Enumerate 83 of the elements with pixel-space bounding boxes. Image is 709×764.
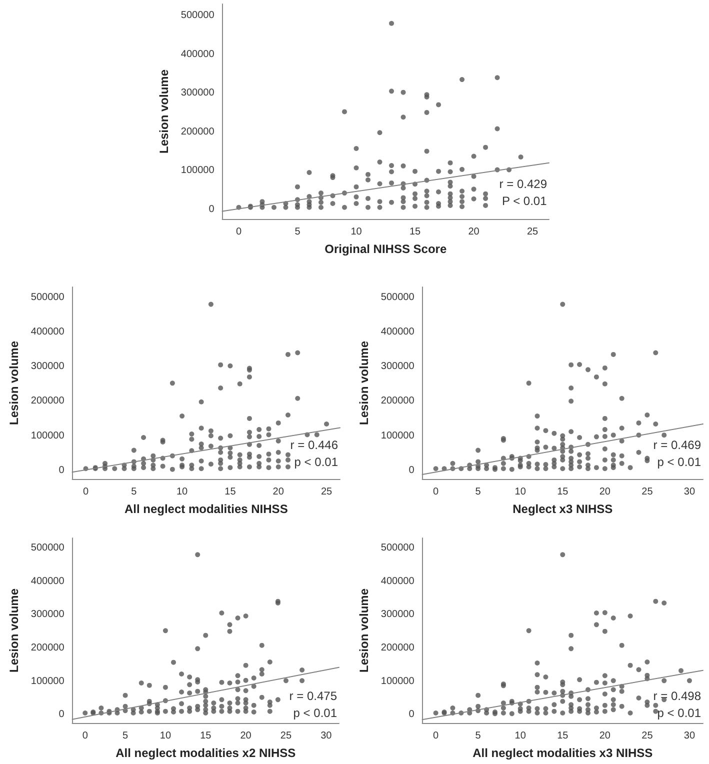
x-tick-label: 15 xyxy=(200,730,212,742)
x-tick-label: 5 xyxy=(131,486,138,498)
x-tick-label: 25 xyxy=(642,486,654,498)
x-tick-label: 10 xyxy=(514,730,526,742)
x-tick-label: 10 xyxy=(350,226,362,238)
x-tick-label: 5 xyxy=(122,730,129,742)
x-tick-label: 5 xyxy=(475,486,482,498)
x-tick-label: 5 xyxy=(475,730,482,742)
y-axis-title: Lesion volume xyxy=(7,340,21,426)
y-tick-label: 400000 xyxy=(380,326,415,338)
y-tick-label: 100000 xyxy=(380,430,415,442)
y-tick-label: 200000 xyxy=(380,642,415,654)
x-tick-label: 15 xyxy=(557,730,569,742)
y-tick-label: 500000 xyxy=(180,10,215,22)
x-tick-label: 0 xyxy=(433,730,440,742)
x-axis-title: Original NIHSS Score xyxy=(324,242,447,256)
y-tick-label: 100000 xyxy=(380,676,415,687)
y-tick-label: 400000 xyxy=(30,576,65,587)
x-tick-label: 20 xyxy=(599,730,611,742)
x-axis-title: All neglect modalities x2 NIHSS xyxy=(116,746,296,760)
y-tick-label: 300000 xyxy=(380,609,415,620)
x-tick-label: 5 xyxy=(294,226,301,238)
x-tick-label: 10 xyxy=(176,486,188,498)
y-tick-label: 500000 xyxy=(30,542,65,554)
x-tick-label: 15 xyxy=(224,486,236,498)
y-tick-label: 500000 xyxy=(30,292,65,303)
annotation: p < 0.01 xyxy=(657,455,702,469)
y-tick-label: 200000 xyxy=(180,126,215,138)
y-tick-label: 300000 xyxy=(30,609,65,620)
y-tick-label: 200000 xyxy=(30,642,65,654)
y-axis-title: Lesion volume xyxy=(157,69,171,154)
x-tick-label: 15 xyxy=(557,486,569,498)
y-tick-label: 400000 xyxy=(30,326,65,338)
x-tick-label: 25 xyxy=(280,730,292,742)
y-tick-label: 0 xyxy=(58,464,65,476)
y-axis-title: Lesion volume xyxy=(357,588,371,673)
y-tick-label: 100000 xyxy=(30,676,65,687)
y-tick-label: 100000 xyxy=(180,165,215,176)
y-tick-label: 0 xyxy=(208,204,215,215)
x-tick-label: 20 xyxy=(468,226,480,238)
y-axis-title: Lesion volume xyxy=(357,340,371,426)
y-tick-label: 0 xyxy=(58,709,65,720)
x-tick-label: 25 xyxy=(526,226,539,238)
annotation: p < 0.01 xyxy=(657,706,702,720)
y-tick-label: 300000 xyxy=(380,361,415,372)
y-tick-label: 200000 xyxy=(30,396,65,407)
x-tick-label: 25 xyxy=(642,730,654,742)
y-tick-label: 300000 xyxy=(30,361,65,372)
x-tick-label: 20 xyxy=(599,486,611,498)
x-tick-label: 15 xyxy=(409,226,422,238)
y-tick-label: 100000 xyxy=(30,430,65,442)
annotation: r = 0.469 xyxy=(653,438,702,452)
annotation: r = 0.429 xyxy=(499,177,548,191)
x-tick-label: 30 xyxy=(684,730,696,742)
x-tick-label: 30 xyxy=(320,730,332,742)
y-tick-label: 0 xyxy=(408,464,415,476)
y-axis-title: Lesion volume xyxy=(7,588,21,673)
x-tick-label: 20 xyxy=(240,730,252,742)
annotation: p < 0.01 xyxy=(294,455,338,469)
x-tick-label: 20 xyxy=(272,486,284,498)
x-tick-label: 30 xyxy=(684,486,696,498)
annotation: P < 0.01 xyxy=(502,194,548,208)
annotation: p < 0.01 xyxy=(293,706,338,720)
x-axis-title: All neglect modalities NIHSS xyxy=(124,502,288,516)
x-tick-label: 25 xyxy=(320,486,333,498)
annotation: r = 0.475 xyxy=(289,689,338,703)
x-tick-label: 10 xyxy=(160,730,172,742)
x-axis-title: All neglect modalities x3 NIHSS xyxy=(472,746,653,760)
annotation: r = 0.446 xyxy=(290,438,338,452)
y-tick-label: 500000 xyxy=(380,542,415,554)
y-tick-label: 0 xyxy=(408,709,415,720)
x-tick-label: 0 xyxy=(82,730,88,742)
y-tick-label: 400000 xyxy=(180,48,215,60)
x-tick-label: 0 xyxy=(236,226,242,238)
x-axis-title: Neglect x3 NIHSS xyxy=(512,502,613,516)
annotation: r = 0.498 xyxy=(653,689,702,703)
y-tick-label: 200000 xyxy=(380,396,415,407)
y-tick-label: 300000 xyxy=(180,88,215,99)
x-tick-label: 0 xyxy=(82,486,89,498)
x-tick-label: 10 xyxy=(514,486,526,498)
y-tick-label: 400000 xyxy=(380,576,415,587)
x-tick-label: 0 xyxy=(433,486,440,498)
y-tick-label: 500000 xyxy=(380,292,415,303)
